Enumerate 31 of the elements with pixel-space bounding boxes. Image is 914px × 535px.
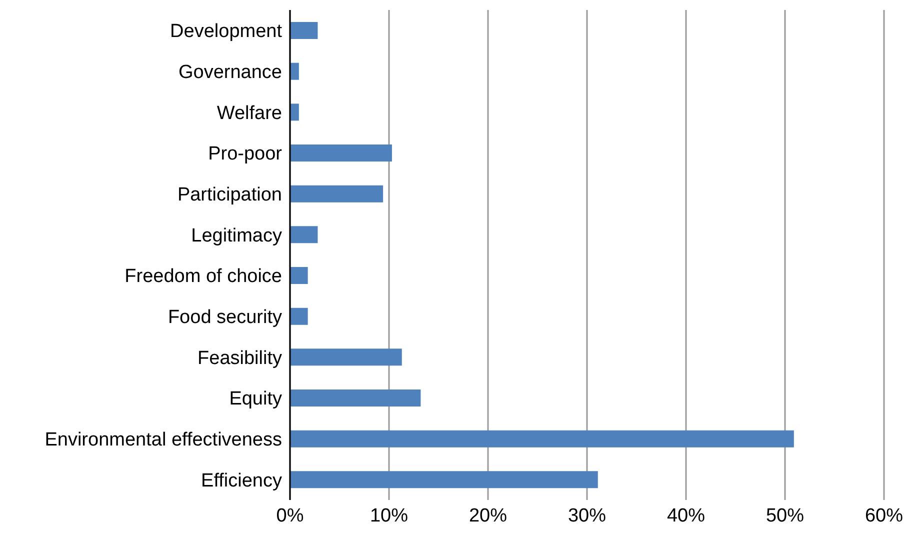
bar [290,390,421,406]
x-tick-label: 40% [666,505,706,526]
bar [290,471,598,488]
bar [290,22,318,39]
bar [290,62,299,80]
y-tick-label: Participation [177,184,282,206]
bar [290,144,392,162]
y-tick-label: Pro-poor [208,144,283,165]
x-tick-label: 50% [766,505,804,526]
bar [290,267,308,284]
bar [290,430,794,448]
y-tick-label: Equity [229,388,282,410]
x-tick-label: 10% [370,505,408,526]
y-tick-label: Freedom of choice [124,266,282,288]
x-tick-label: 0% [276,505,304,526]
bar [290,226,318,244]
x-tick-label: 60% [864,505,904,526]
y-tick-label: Environmental effectiveness [44,429,282,450]
y-tick-label: Efficiency [201,470,282,492]
x-tick-label: 30% [568,505,606,526]
bar [290,308,308,325]
y-tick-label: Feasibility [198,348,282,369]
bar [290,104,299,121]
bar [290,348,402,366]
y-tick-label: Food security [168,306,282,328]
y-tick-label: Governance [178,62,282,83]
y-tick-label: Legitimacy [191,225,282,246]
y-tick-label: Welfare [216,102,282,124]
x-tick-label: 20% [468,505,508,526]
bar [290,185,384,202]
y-tick-label: Development [170,21,283,42]
